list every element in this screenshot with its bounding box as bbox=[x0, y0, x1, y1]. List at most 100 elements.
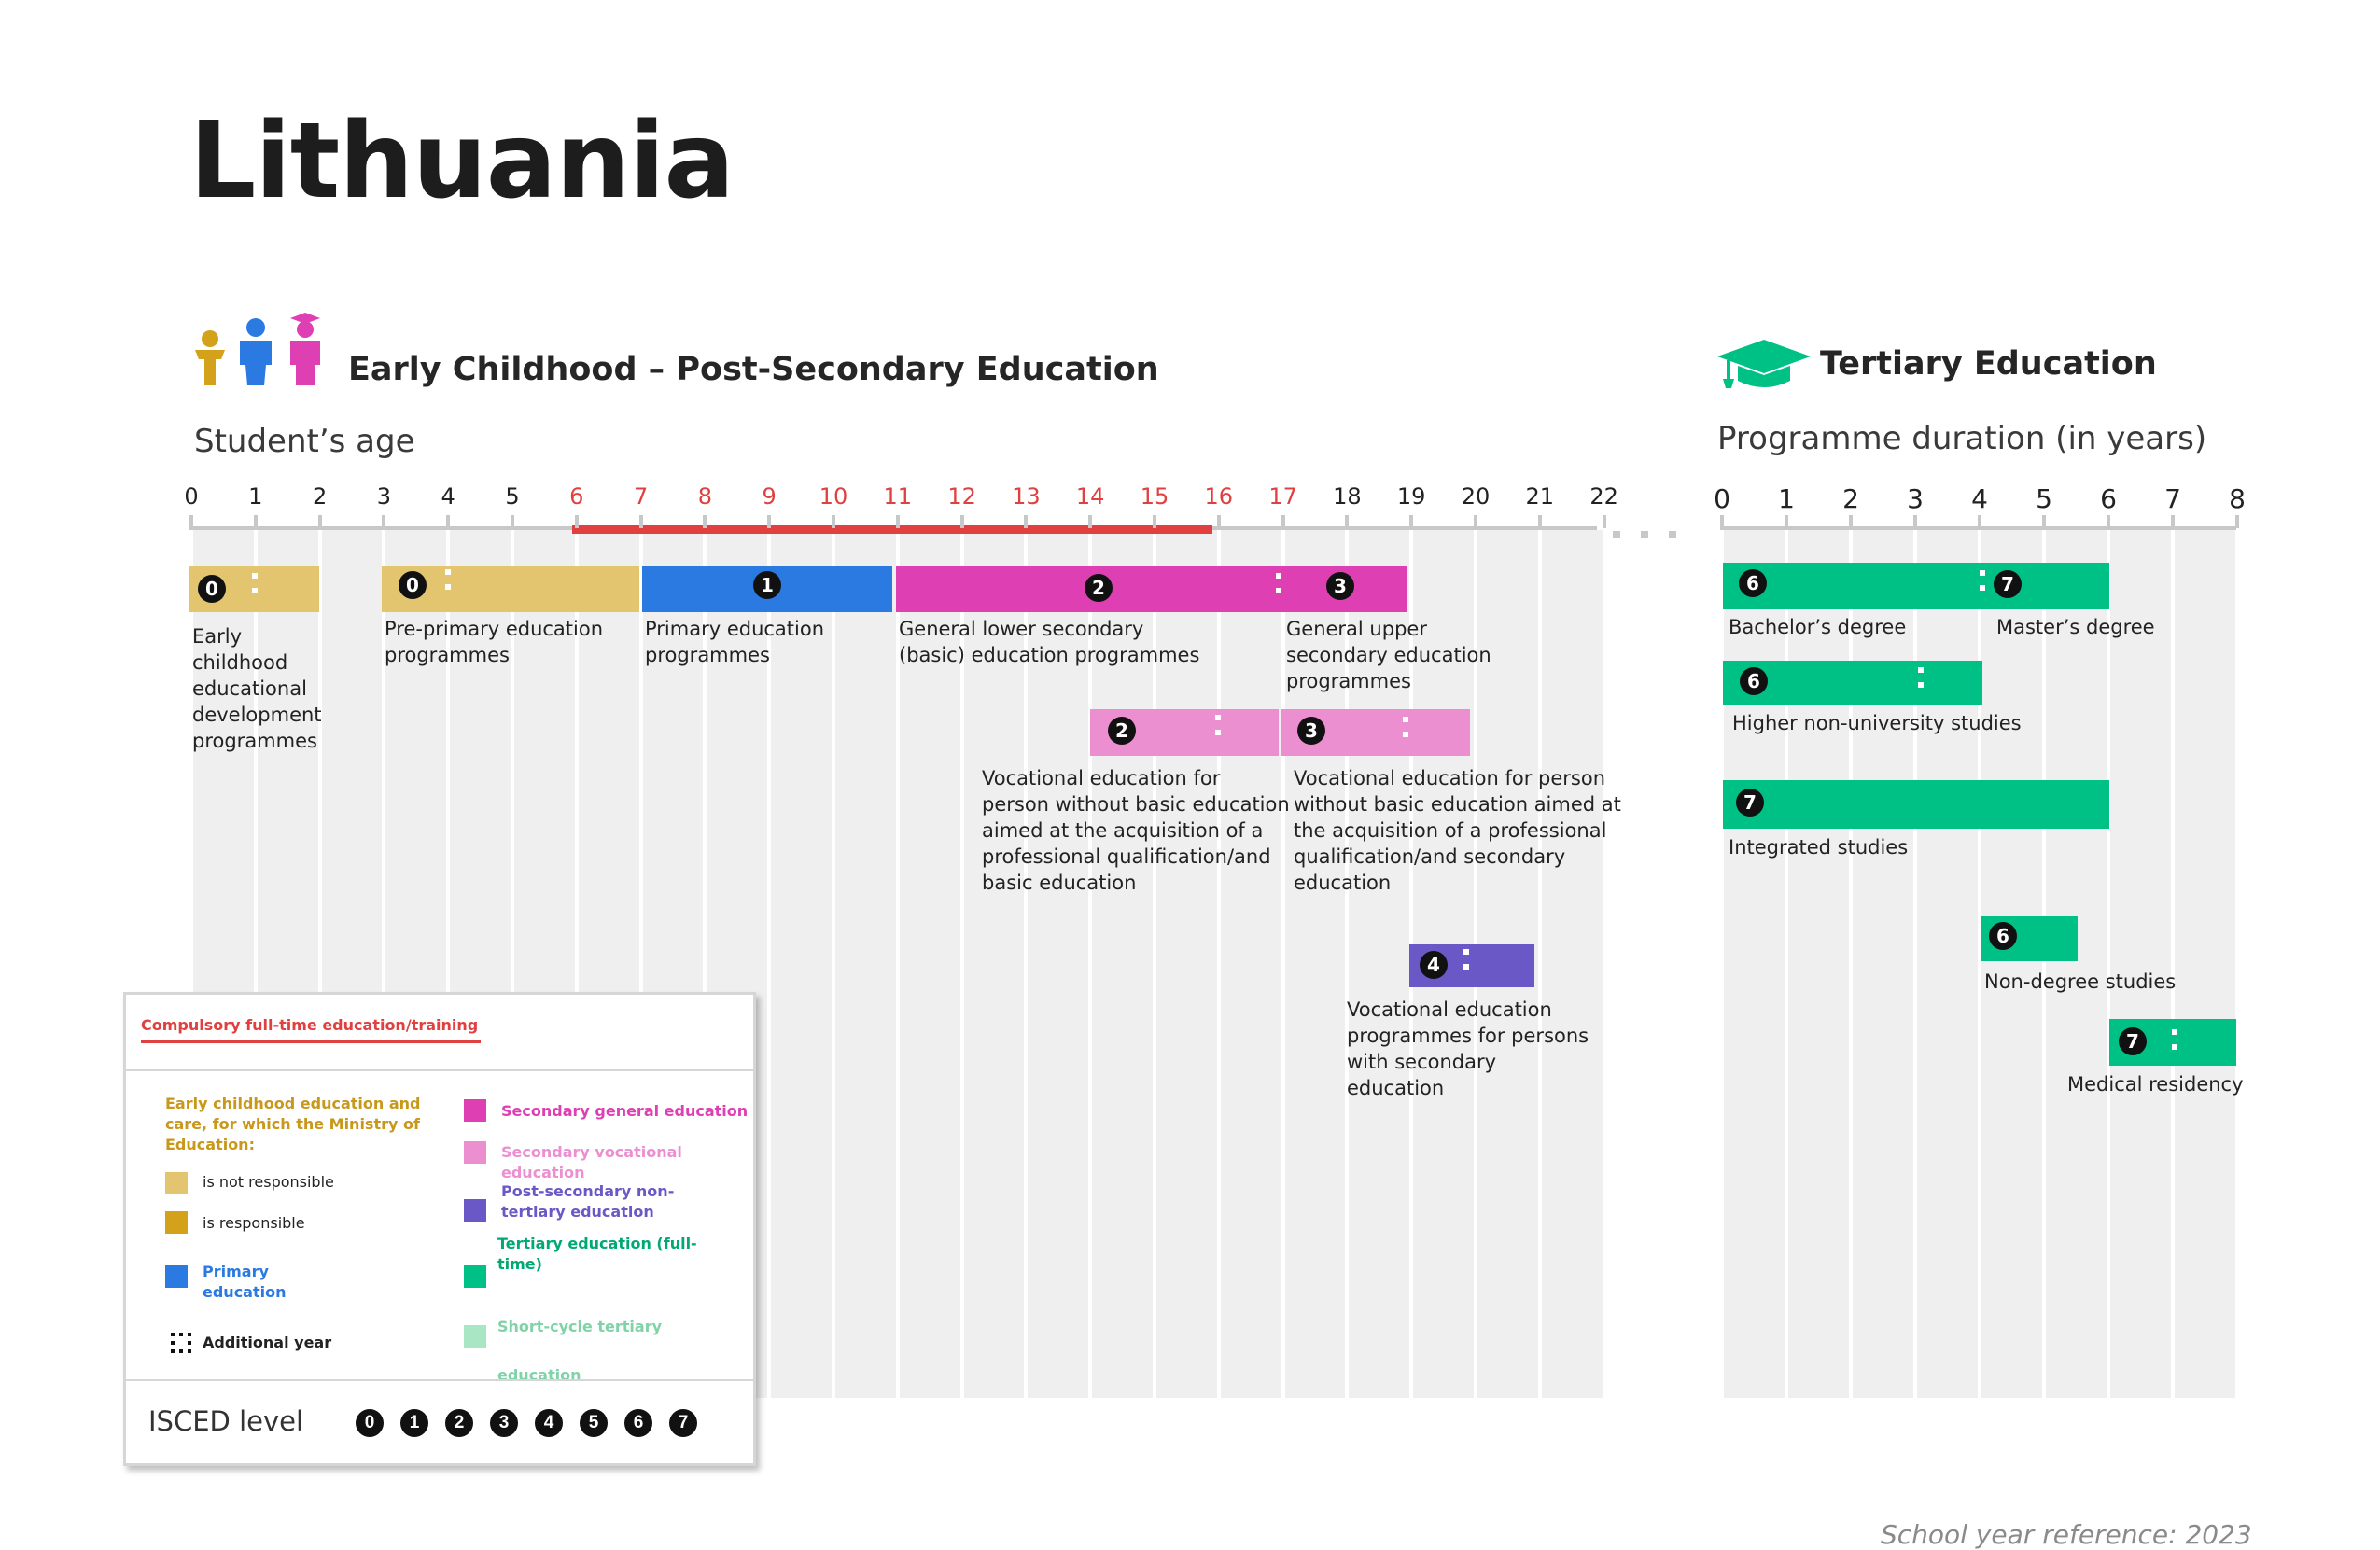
primary-label: Primary education programmes bbox=[645, 618, 825, 666]
age-column bbox=[1284, 530, 1346, 1398]
age-tick-label: 11 bbox=[883, 483, 913, 510]
vocational-basic-label: Vocational education for person without … bbox=[982, 767, 1290, 894]
additional-year-marker bbox=[252, 573, 258, 603]
isced-level-5-badge: 5 bbox=[580, 1409, 608, 1437]
age-column bbox=[1156, 530, 1217, 1398]
legend-secondary-vocational: Secondary vocational education bbox=[501, 1143, 682, 1181]
additional-year-marker bbox=[1463, 949, 1469, 979]
isced-6-badge: 6 bbox=[1989, 922, 2017, 950]
duration-tick-label: 6 bbox=[2100, 483, 2117, 514]
legend-divider bbox=[126, 1069, 753, 1071]
age-column bbox=[1092, 530, 1153, 1398]
age-tick-label: 4 bbox=[441, 483, 455, 510]
ecd-label: Early childhood educational development … bbox=[192, 625, 322, 752]
age-column bbox=[771, 530, 832, 1398]
age-column bbox=[963, 530, 1025, 1398]
legend-post-secondary: Post-secondary non-tertiary education bbox=[501, 1182, 675, 1221]
age-tick-label: 2 bbox=[312, 483, 328, 510]
duration-tick-label: 5 bbox=[2036, 483, 2052, 514]
age-tick-mark bbox=[638, 515, 643, 528]
duration-tick-label: 7 bbox=[2164, 483, 2181, 514]
compulsory-education-bar bbox=[572, 525, 1212, 534]
age-tick-mark bbox=[1088, 515, 1093, 528]
legend-responsible: is responsible bbox=[203, 1214, 305, 1232]
age-tick-label: 1 bbox=[248, 483, 263, 510]
age-tick-label: 3 bbox=[376, 483, 392, 510]
higher-nonuni-label: Higher non-university studies bbox=[1732, 712, 2022, 734]
additional-year-marker bbox=[2172, 1029, 2177, 1059]
age-tick-mark bbox=[1537, 515, 1542, 528]
legend-swatch-post-secondary bbox=[464, 1199, 486, 1222]
isced-6-badge: 6 bbox=[1739, 569, 1767, 597]
additional-year-marker bbox=[1276, 573, 1281, 603]
duration-column bbox=[2046, 530, 2107, 1398]
age-tick-label: 19 bbox=[1396, 483, 1426, 510]
duration-tick-mark bbox=[1785, 515, 1788, 528]
age-tick-label: 12 bbox=[947, 483, 976, 510]
age-tick-label: 16 bbox=[1204, 483, 1234, 510]
bachelor-label: Bachelor’s degree bbox=[1729, 616, 1907, 638]
age-tick-mark bbox=[317, 515, 322, 528]
medical-residency-label: Medical residency bbox=[2067, 1073, 2244, 1096]
axis-continuation bbox=[1613, 526, 1687, 538]
preprimary-label: Pre-primary education programmes bbox=[385, 618, 604, 666]
legend-swatch-not-responsible bbox=[165, 1172, 188, 1194]
legend-swatch-short-cycle bbox=[464, 1325, 486, 1348]
age-tick-mark bbox=[832, 515, 835, 528]
duration-tick-mark bbox=[1913, 515, 1917, 528]
isced-7-badge: 7 bbox=[1994, 570, 2022, 598]
isced-2-badge: 2 bbox=[1085, 574, 1113, 602]
duration-tick-mark bbox=[2171, 515, 2175, 528]
isced-3-badge: 3 bbox=[1326, 572, 1354, 600]
legend-divider bbox=[126, 1379, 753, 1381]
age-tick-mark bbox=[574, 515, 579, 528]
age-tick-label: 15 bbox=[1140, 483, 1169, 510]
age-tick-label: 13 bbox=[1012, 483, 1041, 510]
upper-secondary-label: General upper secondary education progra… bbox=[1286, 618, 1491, 692]
age-tick-mark bbox=[1409, 515, 1414, 528]
legend-swatch-secondary-general bbox=[464, 1099, 486, 1122]
duration-tick-mark bbox=[1978, 515, 1981, 528]
duration-tick-label: 4 bbox=[1971, 483, 1988, 514]
age-tick-mark bbox=[1216, 515, 1221, 528]
additional-year-icon bbox=[171, 1333, 191, 1353]
left-section-title: Early Childhood – Post-Secondary Educati… bbox=[348, 351, 1159, 388]
age-tick-mark bbox=[1602, 515, 1606, 528]
age-tick-label: 9 bbox=[762, 483, 777, 510]
legend-compulsory-label: Compulsory full-time education/training bbox=[141, 1016, 479, 1034]
isced-7-badge: 7 bbox=[1736, 789, 1764, 817]
right-section-subtitle: Programme duration (in years) bbox=[1717, 420, 2207, 457]
age-column bbox=[1541, 530, 1603, 1398]
isced-level-4-badge: 4 bbox=[535, 1409, 563, 1437]
age-tick-mark bbox=[382, 515, 386, 528]
age-column bbox=[1028, 530, 1089, 1398]
age-tick-label: 0 bbox=[184, 483, 199, 510]
legend-short-cycle: Short-cycle tertiary education bbox=[497, 1318, 663, 1384]
isced-level-3-badge: 3 bbox=[490, 1409, 518, 1437]
age-tick-mark bbox=[1474, 515, 1477, 528]
age-tick-mark bbox=[767, 515, 772, 528]
isced-level-label: ISCED level bbox=[148, 1405, 304, 1437]
integrated-bar bbox=[1723, 780, 2109, 829]
age-tick-mark bbox=[895, 515, 900, 528]
age-column bbox=[1349, 530, 1410, 1398]
isced-level-1-badge: 1 bbox=[400, 1409, 428, 1437]
children-icon bbox=[189, 313, 329, 385]
isced-level-2-badge: 2 bbox=[445, 1409, 473, 1437]
age-tick-mark bbox=[253, 515, 258, 528]
additional-year-marker bbox=[1918, 667, 1924, 697]
school-year-reference: School year reference: 2023 bbox=[1881, 1519, 2252, 1550]
legend-secondary-general: Secondary general education bbox=[501, 1102, 749, 1120]
duration-column bbox=[1981, 530, 2042, 1398]
duration-tick-label: 1 bbox=[1778, 483, 1795, 514]
duration-tick-label: 2 bbox=[1842, 483, 1859, 514]
legend-tertiary: Tertiary education (full-time) bbox=[497, 1235, 697, 1273]
duration-column bbox=[2110, 530, 2171, 1398]
lower-secondary-label: General lower secondary (basic) educatio… bbox=[899, 618, 1200, 666]
right-section-title: Tertiary Education bbox=[1820, 345, 2157, 383]
legend-panel: Compulsory full-time education/training … bbox=[123, 992, 756, 1466]
duration-tick-label: 0 bbox=[1714, 483, 1730, 514]
duration-tick-mark bbox=[1720, 515, 1724, 528]
graduation-cap-icon bbox=[1717, 336, 1811, 390]
age-tick-mark bbox=[511, 515, 514, 528]
